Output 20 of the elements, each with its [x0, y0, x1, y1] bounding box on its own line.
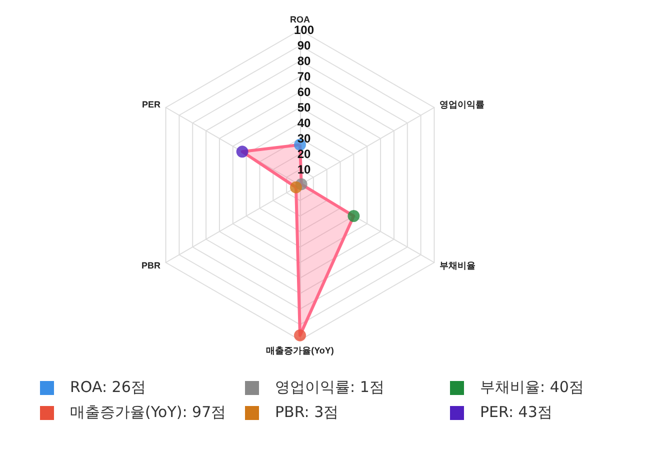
- y-tick-label: 60: [297, 85, 311, 99]
- text: 매출증가율(YoY): 97점: [70, 403, 226, 421]
- text: ROA: 26점: [70, 378, 146, 396]
- spoke-label: ROA: [290, 14, 310, 24]
- spoke-label: 영업이익률: [439, 100, 484, 110]
- text: PER: 43점: [480, 403, 552, 421]
- y-tick-label: 100: [294, 23, 314, 37]
- spoke-label: PBR: [142, 260, 162, 270]
- spoke-label: 부채비율: [439, 260, 476, 270]
- y-tick-label: 30: [297, 132, 311, 146]
- spoke-label: 매출증가율(YoY): [266, 346, 334, 356]
- spoke-label: PER: [142, 100, 162, 110]
- text: PBR: 3점: [275, 403, 339, 421]
- text: 부채비율: 40점: [480, 378, 584, 396]
- text: 영업이익률: 1점: [275, 378, 384, 396]
- y-tick-label: 80: [297, 54, 311, 68]
- y-tick-label: 40: [297, 116, 311, 130]
- y-tick-label: 50: [297, 100, 311, 114]
- y-tick-label: 70: [297, 70, 311, 84]
- y-tick-label: 90: [297, 38, 311, 52]
